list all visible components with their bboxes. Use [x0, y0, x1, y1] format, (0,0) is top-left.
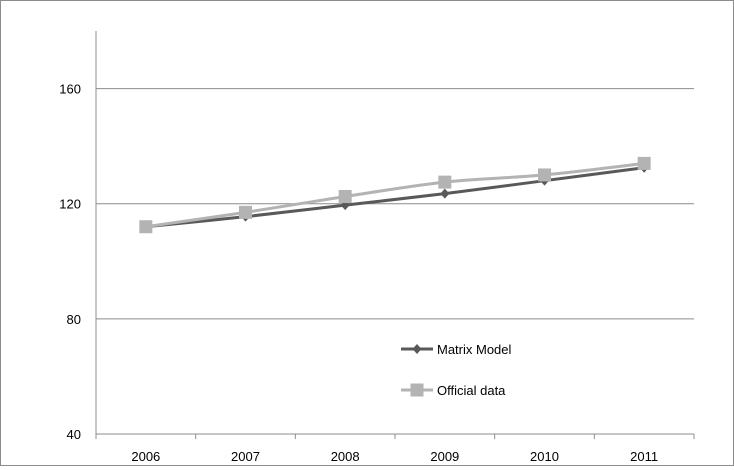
data-point-square — [538, 168, 551, 182]
x-tick-label: 2009 — [430, 449, 459, 464]
series-line — [144, 166, 646, 229]
data-point-square — [637, 156, 651, 170]
legend-diamond-marker — [412, 344, 422, 354]
series-official-data — [139, 156, 651, 234]
series-lines — [139, 156, 651, 234]
x-tick-label: 2010 — [530, 449, 559, 464]
legend-label: Matrix Model — [437, 342, 512, 357]
data-point-square — [338, 190, 352, 204]
y-tick-label: 40 — [67, 427, 81, 442]
x-tick-label: 2008 — [331, 449, 360, 464]
data-point-square — [239, 205, 252, 219]
y-tick-label: 80 — [67, 312, 81, 327]
x-tick-label: 2011 — [630, 449, 658, 464]
y-tick-label: 160 — [59, 82, 81, 97]
data-point-square — [438, 175, 452, 189]
axes — [95, 31, 695, 439]
series-line — [144, 161, 646, 229]
data-point-diamond — [440, 188, 450, 199]
y-tick-label: 120 — [59, 197, 81, 212]
gridlines — [96, 88, 694, 320]
x-tick-label: 2006 — [131, 449, 160, 464]
legend: Matrix Model Official data — [401, 342, 512, 398]
legend-entry: Official data — [401, 383, 506, 398]
data-point-square — [139, 220, 153, 234]
legend-entry: Matrix Model — [401, 342, 512, 357]
tick-labels: 40 80 120 160 2006 2007 2008 2009 2010 2011 — [59, 82, 658, 464]
legend-label: Official data — [437, 383, 506, 398]
x-tick-label: 2007 — [231, 449, 260, 464]
legend-square-marker — [410, 383, 424, 397]
